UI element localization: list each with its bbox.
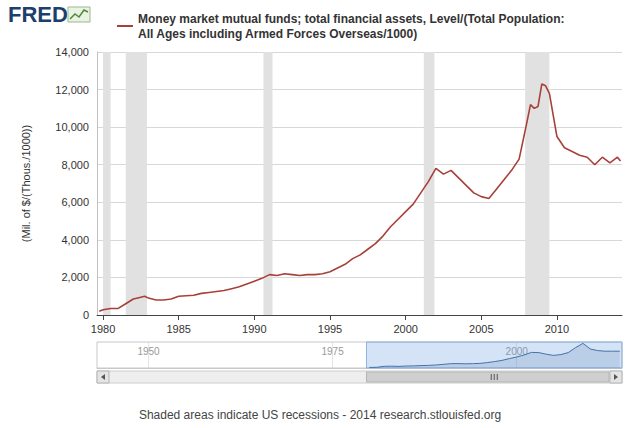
- svg-text:1990: 1990: [242, 323, 266, 335]
- svg-text:1985: 1985: [166, 323, 190, 335]
- svg-text:1980: 1980: [91, 323, 115, 335]
- svg-text:2005: 2005: [469, 323, 493, 335]
- svg-text:10,000: 10,000: [55, 121, 89, 133]
- svg-text:FRED: FRED: [8, 2, 68, 27]
- svg-text:6,000: 6,000: [61, 196, 89, 208]
- svg-text:2,000: 2,000: [61, 271, 89, 283]
- svg-text:1950: 1950: [137, 346, 160, 357]
- svg-text:4,000: 4,000: [61, 234, 89, 246]
- svg-text:8,000: 8,000: [61, 159, 89, 171]
- svg-text:Money market mutual funds; tot: Money market mutual funds; total financi…: [138, 12, 565, 26]
- svg-text:1995: 1995: [318, 323, 342, 335]
- svg-text:All Ages including Armed Force: All Ages including Armed Forces Overseas…: [138, 27, 417, 41]
- svg-text:(Mil. of $/(Thous./1000)): (Mil. of $/(Thous./1000)): [20, 125, 32, 242]
- svg-text:0: 0: [83, 309, 89, 321]
- svg-text:2000: 2000: [393, 323, 417, 335]
- svg-text:14,000: 14,000: [55, 46, 89, 58]
- svg-text:2010: 2010: [545, 323, 569, 335]
- svg-text:Shaded areas indicate US reces: Shaded areas indicate US recessions - 20…: [139, 408, 501, 422]
- svg-text:12,000: 12,000: [55, 84, 89, 96]
- svg-text:1975: 1975: [321, 346, 344, 357]
